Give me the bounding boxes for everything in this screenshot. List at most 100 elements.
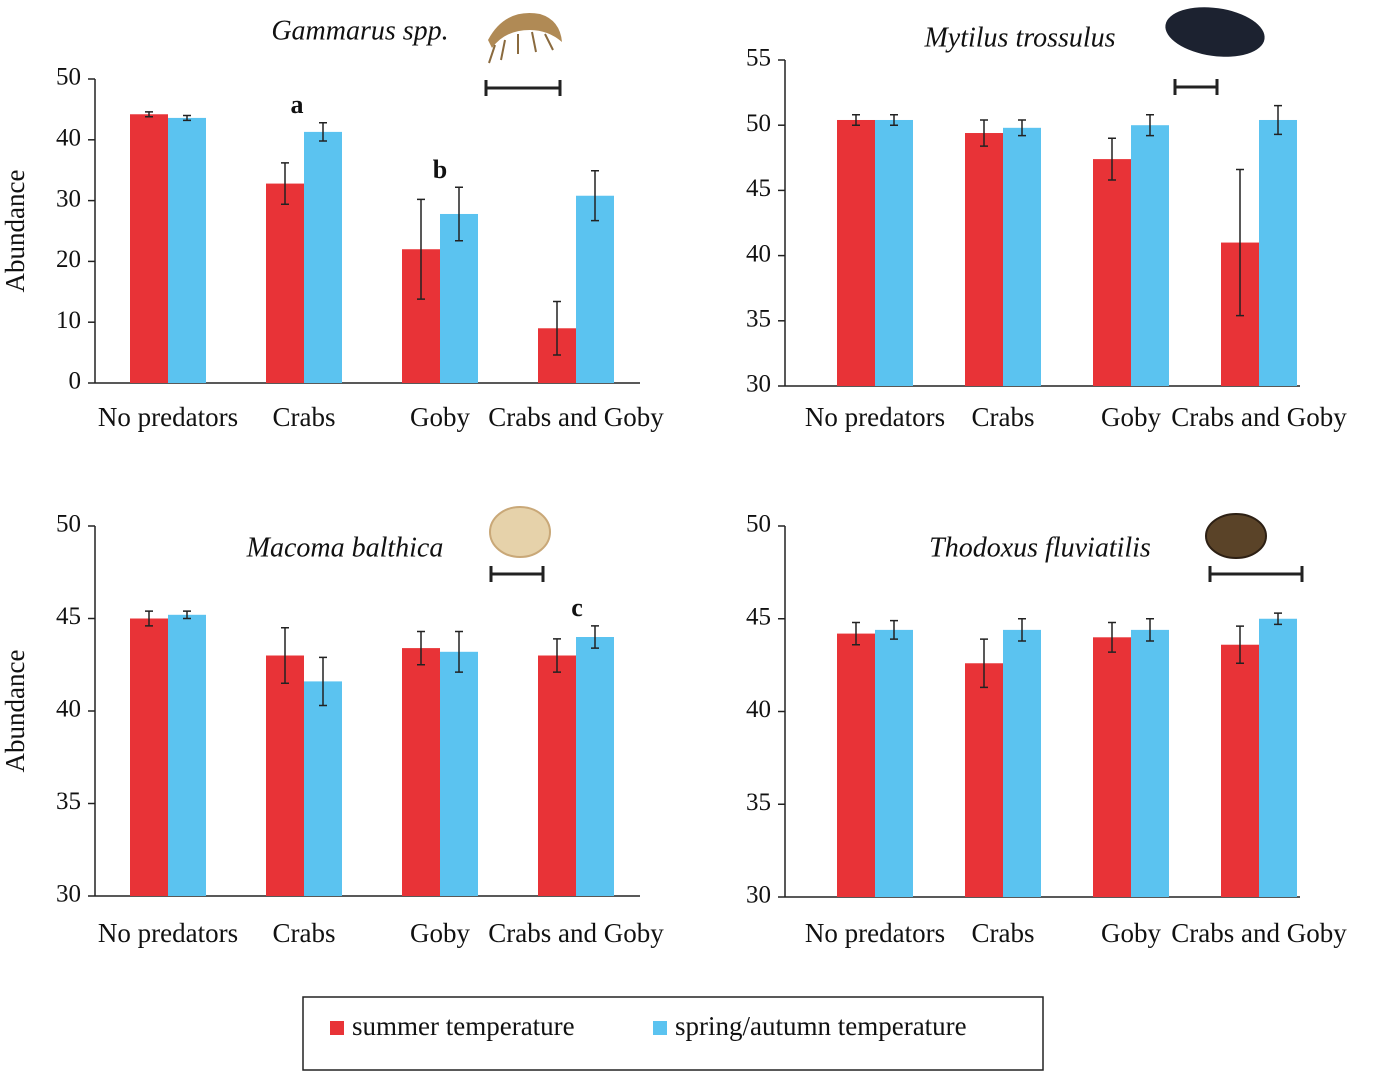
- y-tick-label: 30: [746, 882, 771, 909]
- bar: [1003, 629, 1041, 897]
- chart-title: Macoma balthica: [246, 532, 444, 563]
- y-tick-label: 30: [56, 881, 81, 908]
- error-bar: [980, 638, 988, 689]
- bar: [875, 629, 913, 897]
- y-tick-label: 40: [56, 125, 81, 152]
- error-bar: [553, 638, 561, 673]
- y-tick-label: 45: [746, 603, 771, 630]
- legend-box: [302, 996, 1044, 1071]
- x-tick-label: No predators: [98, 402, 238, 432]
- macoma-icon: [489, 506, 551, 558]
- x-tick-label: Goby: [410, 402, 470, 432]
- error-bar: [1274, 104, 1282, 136]
- x-tick-label: Goby: [1101, 402, 1161, 432]
- y-tick-label: 45: [746, 175, 771, 202]
- y-tick-label: 50: [56, 511, 81, 538]
- bar: [1093, 159, 1131, 386]
- chart-title: Thodoxus fluviatilis: [929, 532, 1151, 563]
- error-bar: [319, 656, 327, 707]
- error-bar: [183, 610, 191, 620]
- theodoxus-icon: [1205, 513, 1267, 559]
- legend-swatch: [653, 1021, 667, 1035]
- error-bar: [281, 627, 289, 684]
- y-tick-label: 30: [746, 371, 771, 398]
- bar: [576, 195, 614, 383]
- y-tick-label: 50: [746, 511, 771, 538]
- error-bar: [1108, 621, 1116, 653]
- error-bar: [553, 300, 561, 356]
- bar: [576, 637, 614, 896]
- bar: [538, 655, 576, 896]
- x-tick-label: No predators: [805, 402, 945, 432]
- error-bar: [1018, 119, 1026, 137]
- x-tick-label: Goby: [1101, 918, 1161, 948]
- error-bar: [1236, 625, 1244, 665]
- bar: [440, 651, 478, 896]
- bar: [1259, 618, 1297, 897]
- y-tick-label: 55: [746, 45, 771, 72]
- error-bar: [1018, 618, 1026, 642]
- error-bar: [1146, 114, 1154, 137]
- y-tick-label: 10: [56, 307, 81, 334]
- chart-title: Gammarus spp.: [271, 15, 448, 46]
- error-bar: [591, 625, 599, 649]
- bar: [965, 663, 1003, 897]
- bar: [875, 119, 913, 386]
- bar: [304, 681, 342, 896]
- significance-letter: c: [571, 593, 583, 622]
- x-tick-label: Crabs: [273, 402, 336, 432]
- y-tick-label: 40: [746, 240, 771, 267]
- bar: [130, 114, 168, 383]
- bar: [965, 133, 1003, 386]
- chart-title: Mytilus trossulus: [923, 22, 1115, 53]
- y-tick-label: 40: [746, 696, 771, 723]
- x-tick-label: No predators: [98, 918, 238, 948]
- error-bar: [852, 114, 860, 126]
- x-tick-label: Crabs and Goby: [488, 402, 664, 432]
- bar: [837, 633, 875, 897]
- y-tick-label: 35: [746, 789, 771, 816]
- error-bar: [890, 619, 898, 640]
- y-tick-label: 0: [69, 368, 82, 395]
- error-bar: [417, 630, 425, 666]
- bar: [266, 655, 304, 896]
- x-tick-label: Crabs: [972, 402, 1035, 432]
- error-bar: [145, 610, 153, 627]
- x-tick-label: No predators: [805, 918, 945, 948]
- error-bar: [591, 170, 599, 222]
- bar: [1093, 637, 1131, 897]
- bar: [1131, 629, 1169, 897]
- bar: [168, 117, 206, 384]
- error-bar: [281, 162, 289, 205]
- legend-label: summer temperature: [352, 1011, 575, 1041]
- bar: [402, 648, 440, 896]
- bar: [168, 614, 206, 896]
- y-tick-label: 50: [56, 64, 81, 91]
- y-tick-label: 45: [56, 603, 81, 630]
- error-bar: [890, 114, 898, 126]
- bar: [1131, 125, 1169, 386]
- y-tick-label: 30: [56, 185, 81, 212]
- legend-swatch: [330, 1021, 344, 1035]
- bar: [440, 213, 478, 383]
- x-tick-label: Crabs: [972, 918, 1035, 948]
- x-tick-label: Crabs and Goby: [1171, 918, 1347, 948]
- x-tick-label: Crabs and Goby: [488, 918, 664, 948]
- error-bar: [1274, 612, 1282, 626]
- y-tick-label: 35: [746, 306, 771, 333]
- legend-label: spring/autumn temperature: [675, 1011, 967, 1041]
- error-bar: [1236, 168, 1244, 317]
- bar: [1221, 644, 1259, 897]
- error-bar: [1146, 618, 1154, 642]
- error-bar: [183, 114, 191, 122]
- significance-letter: a: [291, 90, 304, 119]
- error-bar: [852, 621, 860, 646]
- y-tick-label: 20: [56, 246, 81, 273]
- mytilus-icon: [1165, 7, 1265, 57]
- error-bar: [319, 122, 327, 142]
- error-bar: [145, 111, 153, 118]
- x-tick-label: Goby: [410, 918, 470, 948]
- bar: [1003, 127, 1041, 387]
- error-bar: [980, 119, 988, 147]
